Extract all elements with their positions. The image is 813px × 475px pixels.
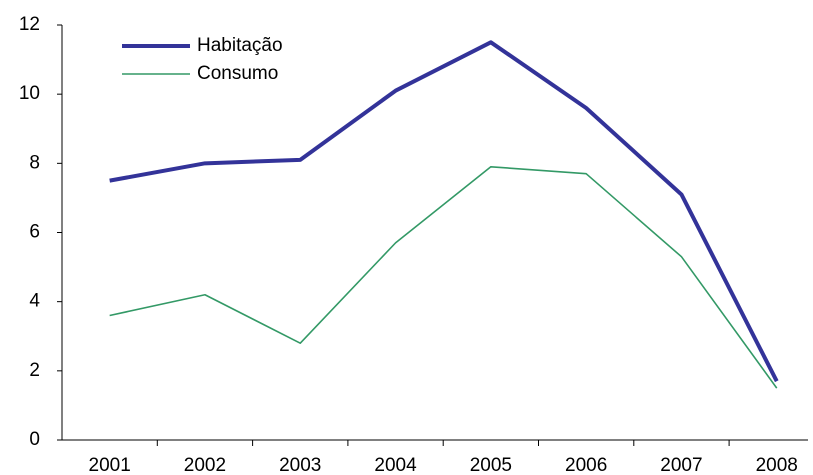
legend-label: Habitação [197,35,283,56]
x-tick-label: 2006 [565,455,607,475]
y-tick-label: 2 [29,360,40,381]
x-tick-label: 2002 [184,455,226,475]
x-tick-label: 2008 [756,455,798,475]
x-tick-label: 2005 [470,455,512,475]
y-tick-label: 0 [29,429,40,450]
legend-label: Consumo [197,63,278,84]
line-series [109,165,778,389]
x-tick-label: 2007 [660,455,702,475]
y-tick-label: 10 [19,83,40,104]
y-tick-label: 6 [29,222,40,243]
x-tick-label: 2004 [374,455,417,475]
x-tick-label: 2001 [89,455,131,475]
y-tick-label: 8 [29,152,40,173]
y-tick-label: 12 [19,14,40,35]
x-tick-label: 2003 [279,455,321,475]
line-series [109,40,779,383]
y-tick-label: 4 [29,291,40,312]
